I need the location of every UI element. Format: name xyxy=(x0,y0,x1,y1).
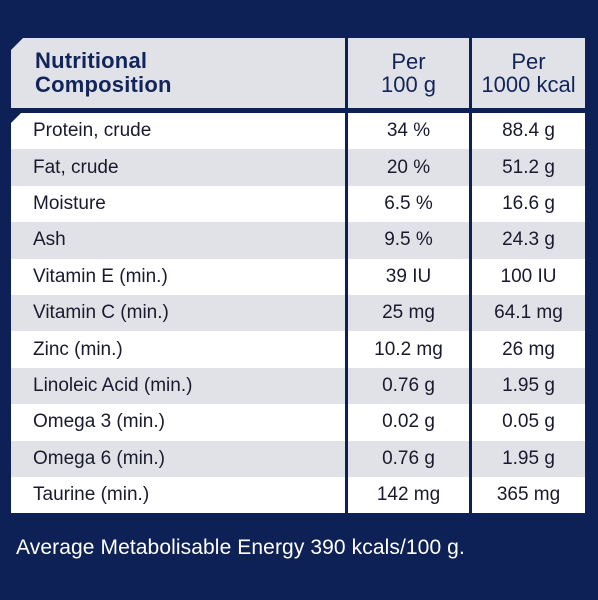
table-row: Linoleic Acid (min.) 0.76 g 1.95 g xyxy=(11,367,585,405)
header-per100-line2: 100 g xyxy=(380,72,437,97)
nutrient-name: Fat, crude xyxy=(33,156,119,178)
table-row: Taurine (min.) 142 mg 365 mg xyxy=(11,476,585,514)
body-corner-notch xyxy=(11,113,21,123)
value-per-1000kcal: 64.1 mg xyxy=(469,294,585,332)
nutrient-name: Taurine (min.) xyxy=(33,484,150,506)
value-per-100g: 0.76 g xyxy=(345,440,469,477)
value-per-100g: 0.02 g xyxy=(345,404,469,441)
header-composition: Nutritional Composition xyxy=(11,38,345,108)
value-per-100g: 10.2 mg xyxy=(345,331,469,368)
header-title-line1: Nutritional xyxy=(35,48,148,73)
table-row: Vitamin C (min.) 25 mg 64.1 mg xyxy=(11,294,585,332)
value-per-1000kcal: 365 mg xyxy=(469,476,585,514)
table-row: Vitamin E (min.) 39 IU 100 IU xyxy=(11,258,585,295)
value-per-100g: 142 mg xyxy=(345,476,469,514)
table-row: Omega 6 (min.) 0.76 g 1.95 g xyxy=(11,440,585,477)
nutrient-name: Moisture xyxy=(33,192,106,214)
header-title-line2: Composition xyxy=(35,72,172,97)
value-per-1000kcal: 88.4 g xyxy=(469,113,585,150)
table-body: Protein, crude 34 % 88.4 g Fat, crude 20 % 51… xyxy=(11,113,585,514)
table-row: Fat, crude 20 % 51.2 g xyxy=(11,149,585,186)
value-per-100g: 34 % xyxy=(345,113,469,150)
nutrient-name: Omega 3 (min.) xyxy=(33,411,165,433)
nutrient-name: Vitamin C (min.) xyxy=(33,302,169,324)
value-per-1000kcal: 24.3 g xyxy=(469,222,585,259)
value-per-100g: 6.5 % xyxy=(345,185,469,223)
value-per-1000kcal: 26 mg xyxy=(469,331,585,368)
value-per-100g: 25 mg xyxy=(345,294,469,332)
value-per-100g: 20 % xyxy=(345,149,469,186)
table-row: Omega 3 (min.) 0.02 g 0.05 g xyxy=(11,404,585,441)
header-per-100g: Per 100 g xyxy=(345,38,469,108)
value-per-100g: 0.76 g xyxy=(345,367,469,405)
header-per1000-line1: Per xyxy=(511,49,546,74)
header-per100-line1: Per xyxy=(391,49,426,74)
table-row: Protein, crude 34 % 88.4 g xyxy=(11,113,585,150)
nutrient-name: Ash xyxy=(33,229,66,251)
nutrient-name: Linoleic Acid (min.) xyxy=(33,374,193,396)
header-corner-notch xyxy=(11,38,23,50)
footer-energy-note: Average Metabolisable Energy 390 kcals/1… xyxy=(16,536,465,559)
value-per-1000kcal: 1.95 g xyxy=(469,440,585,477)
value-per-100g: 9.5 % xyxy=(345,222,469,259)
nutrient-name: Omega 6 (min.) xyxy=(33,447,165,469)
table-row: Zinc (min.) 10.2 mg 26 mg xyxy=(11,331,585,368)
value-per-1000kcal: 16.6 g xyxy=(469,185,585,223)
value-per-1000kcal: 0.05 g xyxy=(469,404,585,441)
nutrient-name: Vitamin E (min.) xyxy=(33,265,168,287)
value-per-1000kcal: 1.95 g xyxy=(469,367,585,405)
table-row: Ash 9.5 % 24.3 g xyxy=(11,222,585,259)
nutrient-name: Zinc (min.) xyxy=(33,338,123,360)
value-per-1000kcal: 100 IU xyxy=(469,258,585,295)
value-per-1000kcal: 51.2 g xyxy=(469,149,585,186)
table-row: Moisture 6.5 % 16.6 g xyxy=(11,185,585,223)
table-header: Nutritional Composition Per 100 g Per 10… xyxy=(11,38,585,108)
nutrient-name: Protein, crude xyxy=(33,120,152,142)
header-per1000-line2: 1000 kcal xyxy=(481,72,576,97)
header-per-1000kcal: Per 1000 kcal xyxy=(469,38,585,108)
value-per-100g: 39 IU xyxy=(345,258,469,295)
